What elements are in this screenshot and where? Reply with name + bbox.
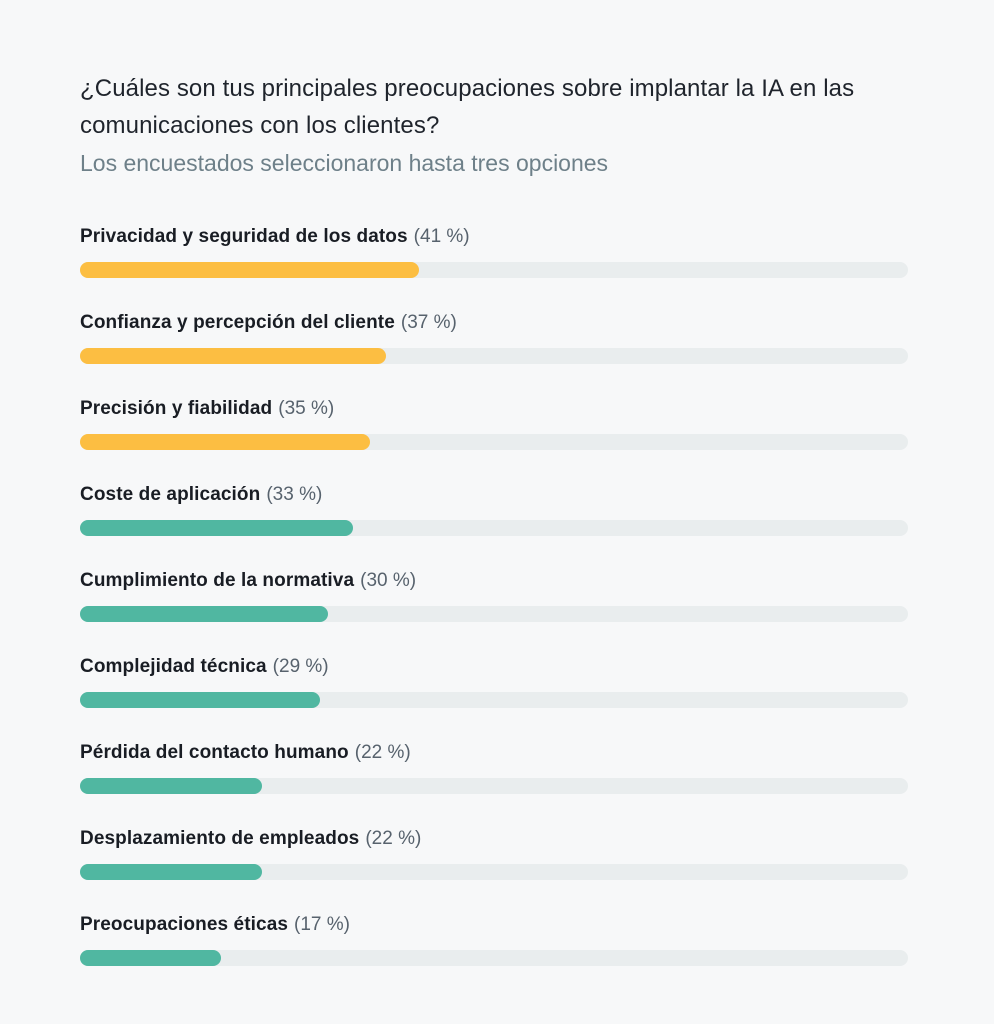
bar-fill xyxy=(80,692,321,708)
bar-fill xyxy=(80,864,263,880)
bar-percent: (37 %) xyxy=(400,312,457,333)
bar-percent: (22 %) xyxy=(365,828,422,849)
bar-fill xyxy=(80,520,354,536)
bar-track xyxy=(80,950,908,966)
bar-fill xyxy=(80,262,420,278)
bar-row: Pérdida del contacto humano (22 %) xyxy=(80,740,908,794)
bar-row: Precisión y fiabilidad (35 %) xyxy=(80,396,908,450)
bar-label-line: Preocupaciones éticas (17 %) xyxy=(80,912,908,938)
bar-percent: (22 %) xyxy=(354,742,411,763)
bar-label: Privacidad y seguridad de los datos xyxy=(80,226,408,247)
bar-track xyxy=(80,520,908,536)
bar-label-line: Privacidad y seguridad de los datos (41 %… xyxy=(80,224,908,250)
bar-row: Desplazamiento de empleados (22 %) xyxy=(80,826,908,880)
bar-rows: Privacidad y seguridad de los datos (41 %… xyxy=(80,224,908,966)
bar-percent: (17 %) xyxy=(294,914,350,935)
bar-label-line: Confianza y percepción del cliente (37 %) xyxy=(80,310,908,336)
bar-percent: (33 %) xyxy=(266,484,323,505)
bar-label: Complejidad técnica xyxy=(80,656,267,677)
bar-track xyxy=(80,434,908,450)
bar-percent: (35 %) xyxy=(278,398,335,419)
bar-label-line: Complejidad técnica (29 %) xyxy=(80,654,908,680)
bar-fill xyxy=(80,606,329,622)
bar-row: Cumplimiento de la normativa (30 %) xyxy=(80,568,908,622)
bar-fill xyxy=(80,348,387,364)
bar-label-line: Cumplimiento de la normativa (30 %) xyxy=(80,568,908,594)
bar-track xyxy=(80,778,908,794)
bar-track xyxy=(80,262,908,278)
bar-label: Pérdida del contacto humano xyxy=(80,742,349,763)
bar-track xyxy=(80,864,908,880)
bar-label-line: Coste de aplicación (33 %) xyxy=(80,482,908,508)
bar-percent: (29 %) xyxy=(272,656,329,677)
chart-subtitle: Los encuestados seleccionaron hasta tres… xyxy=(80,150,609,176)
bar-row: Complejidad técnica (29 %) xyxy=(80,654,908,708)
bar-track xyxy=(80,692,908,708)
bar-fill xyxy=(80,434,370,450)
bar-track xyxy=(80,348,908,364)
bar-fill xyxy=(80,950,221,966)
bar-row: Coste de aplicación (33 %) xyxy=(80,482,908,536)
bar-label-line: Precisión y fiabilidad (35 %) xyxy=(80,396,908,422)
bar-label: Cumplimiento de la normativa xyxy=(80,570,355,591)
chart-title: ¿Cuáles son tus principales preocupacion… xyxy=(80,75,855,139)
bar-label: Preocupaciones éticas xyxy=(80,914,289,935)
bar-row: Confianza y percepción del cliente (37 %) xyxy=(80,310,908,364)
bar-label: Confianza y percepción del cliente xyxy=(80,312,395,333)
bar-fill xyxy=(80,778,263,794)
bar-track xyxy=(80,606,908,622)
bar-row: Preocupaciones éticas (17 %) xyxy=(80,912,908,966)
bar-label: Precisión y fiabilidad xyxy=(80,398,273,419)
bar-percent: (30 %) xyxy=(360,570,417,591)
bar-row: Privacidad y seguridad de los datos (41 %… xyxy=(80,224,908,278)
bar-label-line: Desplazamiento de empleados (22 %) xyxy=(80,826,908,852)
bar-label-line: Pérdida del contacto humano (22 %) xyxy=(80,740,908,766)
bar-label: Coste de aplicación xyxy=(80,484,261,505)
bar-label: Desplazamiento de empleados xyxy=(80,828,360,849)
bar-percent: (41 %) xyxy=(413,226,470,247)
